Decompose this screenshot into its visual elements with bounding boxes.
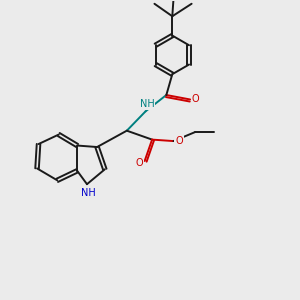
Text: O: O	[136, 158, 143, 168]
Text: NH: NH	[81, 188, 96, 197]
Text: O: O	[175, 136, 183, 146]
Text: O: O	[192, 94, 199, 104]
Text: NH: NH	[140, 99, 154, 109]
